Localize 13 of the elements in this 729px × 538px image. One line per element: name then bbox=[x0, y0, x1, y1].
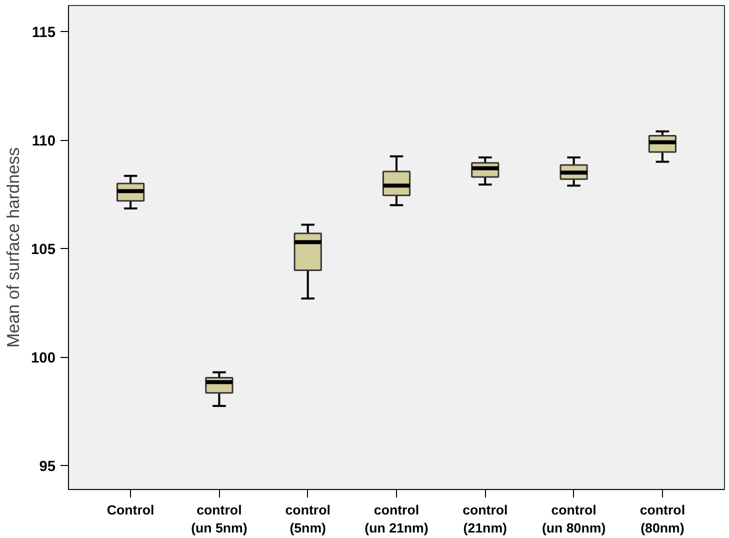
y-tick-label: 105 bbox=[31, 242, 56, 258]
y-tick-label: 115 bbox=[32, 25, 56, 42]
x-tick-label: control (un 5nm) bbox=[191, 502, 248, 536]
x-tick-label: control (un 21nm) bbox=[364, 502, 428, 536]
x-tick-label: control (5nm) bbox=[285, 502, 330, 536]
y-axis-title: Mean of surface hardness bbox=[3, 146, 24, 348]
x-tick-label: control (un 80nm) bbox=[542, 502, 606, 536]
x-tick-label: Control bbox=[106, 502, 154, 518]
y-tick-label: 110 bbox=[32, 134, 56, 150]
x-tick-label: control (21nm) bbox=[462, 502, 508, 536]
y-tick-label: 95 bbox=[39, 459, 56, 476]
y-tick-label: 100 bbox=[31, 350, 56, 367]
x-tick-label: control (80nm) bbox=[640, 502, 686, 536]
